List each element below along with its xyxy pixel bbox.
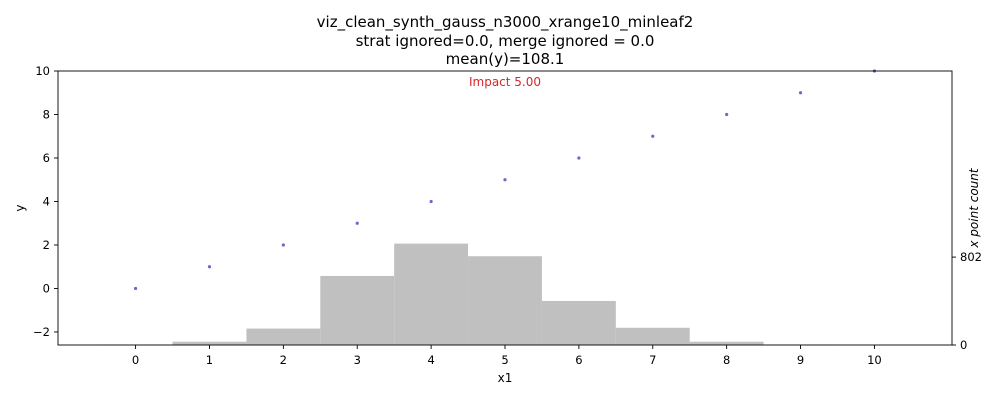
histogram-bar (541, 300, 616, 345)
y-tick-label: 6 (43, 151, 50, 165)
right-axis-label: x point count (967, 167, 981, 248)
impact-annotation: Impact 5.00 (469, 75, 541, 89)
chart-title: viz_clean_synth_gauss_n3000_xrange10_min… (317, 13, 694, 68)
x-tick-label: 8 (723, 353, 730, 367)
histogram (98, 243, 838, 345)
y-tick-label: 0 (43, 281, 50, 295)
x-tick-label: 5 (501, 353, 508, 367)
histogram-bar (468, 256, 542, 345)
x-tick-label: 2 (280, 353, 287, 367)
x-tick-label: 10 (867, 353, 882, 367)
histogram-bar (615, 327, 690, 345)
axes: 0 1 2 3 4 5 6 7 8 9 10 −2 0 2 4 6 8 10 0 802 (33, 64, 982, 367)
data-point (207, 265, 212, 269)
histogram-bar (394, 243, 469, 345)
data-point (725, 112, 729, 117)
x-tick-label: 4 (427, 353, 434, 367)
y-tick-label: −2 (33, 325, 50, 339)
data-point (281, 243, 285, 247)
y-axis-label: y (13, 204, 27, 211)
data-point (133, 286, 138, 291)
title-line-1: viz_clean_synth_gauss_n3000_xrange10_min… (317, 13, 694, 32)
right-tick-label: 802 (960, 250, 982, 264)
right-tick-label: 0 (960, 338, 967, 352)
x-tick-label: 7 (649, 353, 656, 367)
y-tick-label: 10 (35, 64, 50, 78)
x-tick-label: 1 (206, 353, 213, 367)
title-line-3: mean(y)=108.1 (446, 50, 565, 68)
y-tick-label: 2 (43, 238, 50, 252)
title-line-2: strat ignored=0.0, merge ignored = 0.0 (356, 32, 655, 50)
x-tick-label: 6 (575, 353, 582, 367)
x-axis-label: x1 (498, 371, 513, 385)
data-point (503, 178, 507, 182)
data-point (651, 134, 655, 138)
y-tick-label: 8 (43, 107, 50, 121)
y-tick-label: 4 (43, 194, 50, 208)
x-tick-label: 3 (354, 353, 361, 367)
data-point (355, 221, 359, 225)
histogram-bar (172, 341, 247, 345)
data-point (798, 91, 803, 95)
x-tick-label: 0 (132, 353, 139, 367)
histogram-bar (689, 341, 764, 345)
data-point (577, 156, 581, 160)
histogram-bar (246, 328, 321, 345)
x-tick-label: 9 (797, 353, 804, 367)
histogram-bar (320, 275, 395, 345)
data-point (429, 199, 433, 204)
